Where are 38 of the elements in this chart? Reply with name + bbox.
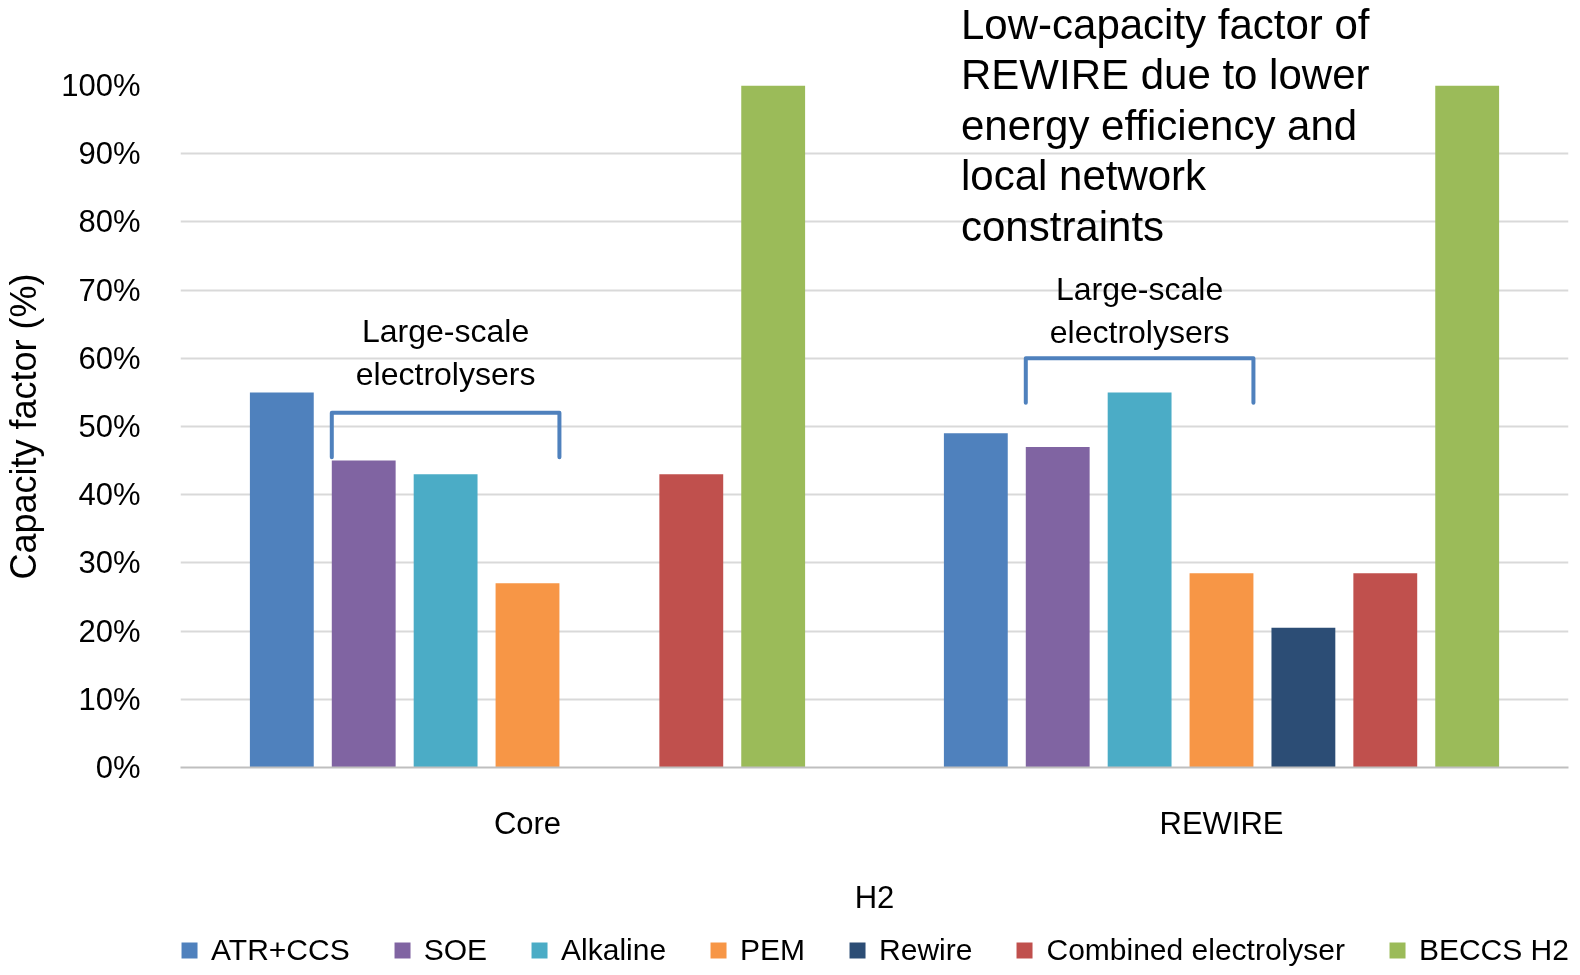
y-tick-label: 20% xyxy=(78,613,141,649)
y-tick-label: 90% xyxy=(78,136,141,172)
x-axis-title: H2 xyxy=(854,879,895,915)
annotation: Low-capacity factor of REWIRE due to lower energy efficiency and local network constraints xyxy=(961,0,1370,252)
legend-label: Combined electrolyser xyxy=(1046,933,1345,967)
bar xyxy=(741,85,806,768)
y-tick-label: 40% xyxy=(78,477,141,513)
y-tick-label: 50% xyxy=(78,409,141,444)
legend-label: BECCS H2 xyxy=(1418,933,1569,967)
bar xyxy=(1107,392,1172,768)
x-tick-label: REWIRE xyxy=(1159,805,1284,841)
bar xyxy=(331,460,396,768)
y-tick-label: 60% xyxy=(78,340,141,376)
annotation: Large-scale electrolysers xyxy=(1049,270,1230,351)
bar xyxy=(249,392,314,768)
bar xyxy=(943,433,1008,768)
annotation: Large-scale electrolysers xyxy=(355,313,536,393)
y-tick-label: 70% xyxy=(78,272,141,308)
y-tick-label: 0% xyxy=(95,750,141,785)
y-tick-label: 10% xyxy=(78,681,141,717)
y-tick-label: 100% xyxy=(61,68,141,103)
legend-label: PEM xyxy=(740,933,806,967)
x-tick-label: Core xyxy=(493,805,562,841)
bar xyxy=(1025,446,1090,768)
bar xyxy=(1435,85,1500,768)
y-tick-label: 30% xyxy=(78,545,141,581)
legend-label: SOE xyxy=(423,933,488,967)
y-axis-title: Capacity factor (%) xyxy=(3,273,45,580)
legend-label: Rewire xyxy=(879,933,973,967)
legend-label: Alkaline xyxy=(561,933,667,967)
bar xyxy=(1353,573,1418,768)
bar xyxy=(1189,573,1254,768)
legend-label: ATR+CCS xyxy=(211,933,350,967)
bar xyxy=(1271,627,1336,768)
bar xyxy=(659,474,724,768)
bar xyxy=(495,583,560,768)
bar xyxy=(413,474,478,768)
y-tick-label: 80% xyxy=(78,204,141,240)
